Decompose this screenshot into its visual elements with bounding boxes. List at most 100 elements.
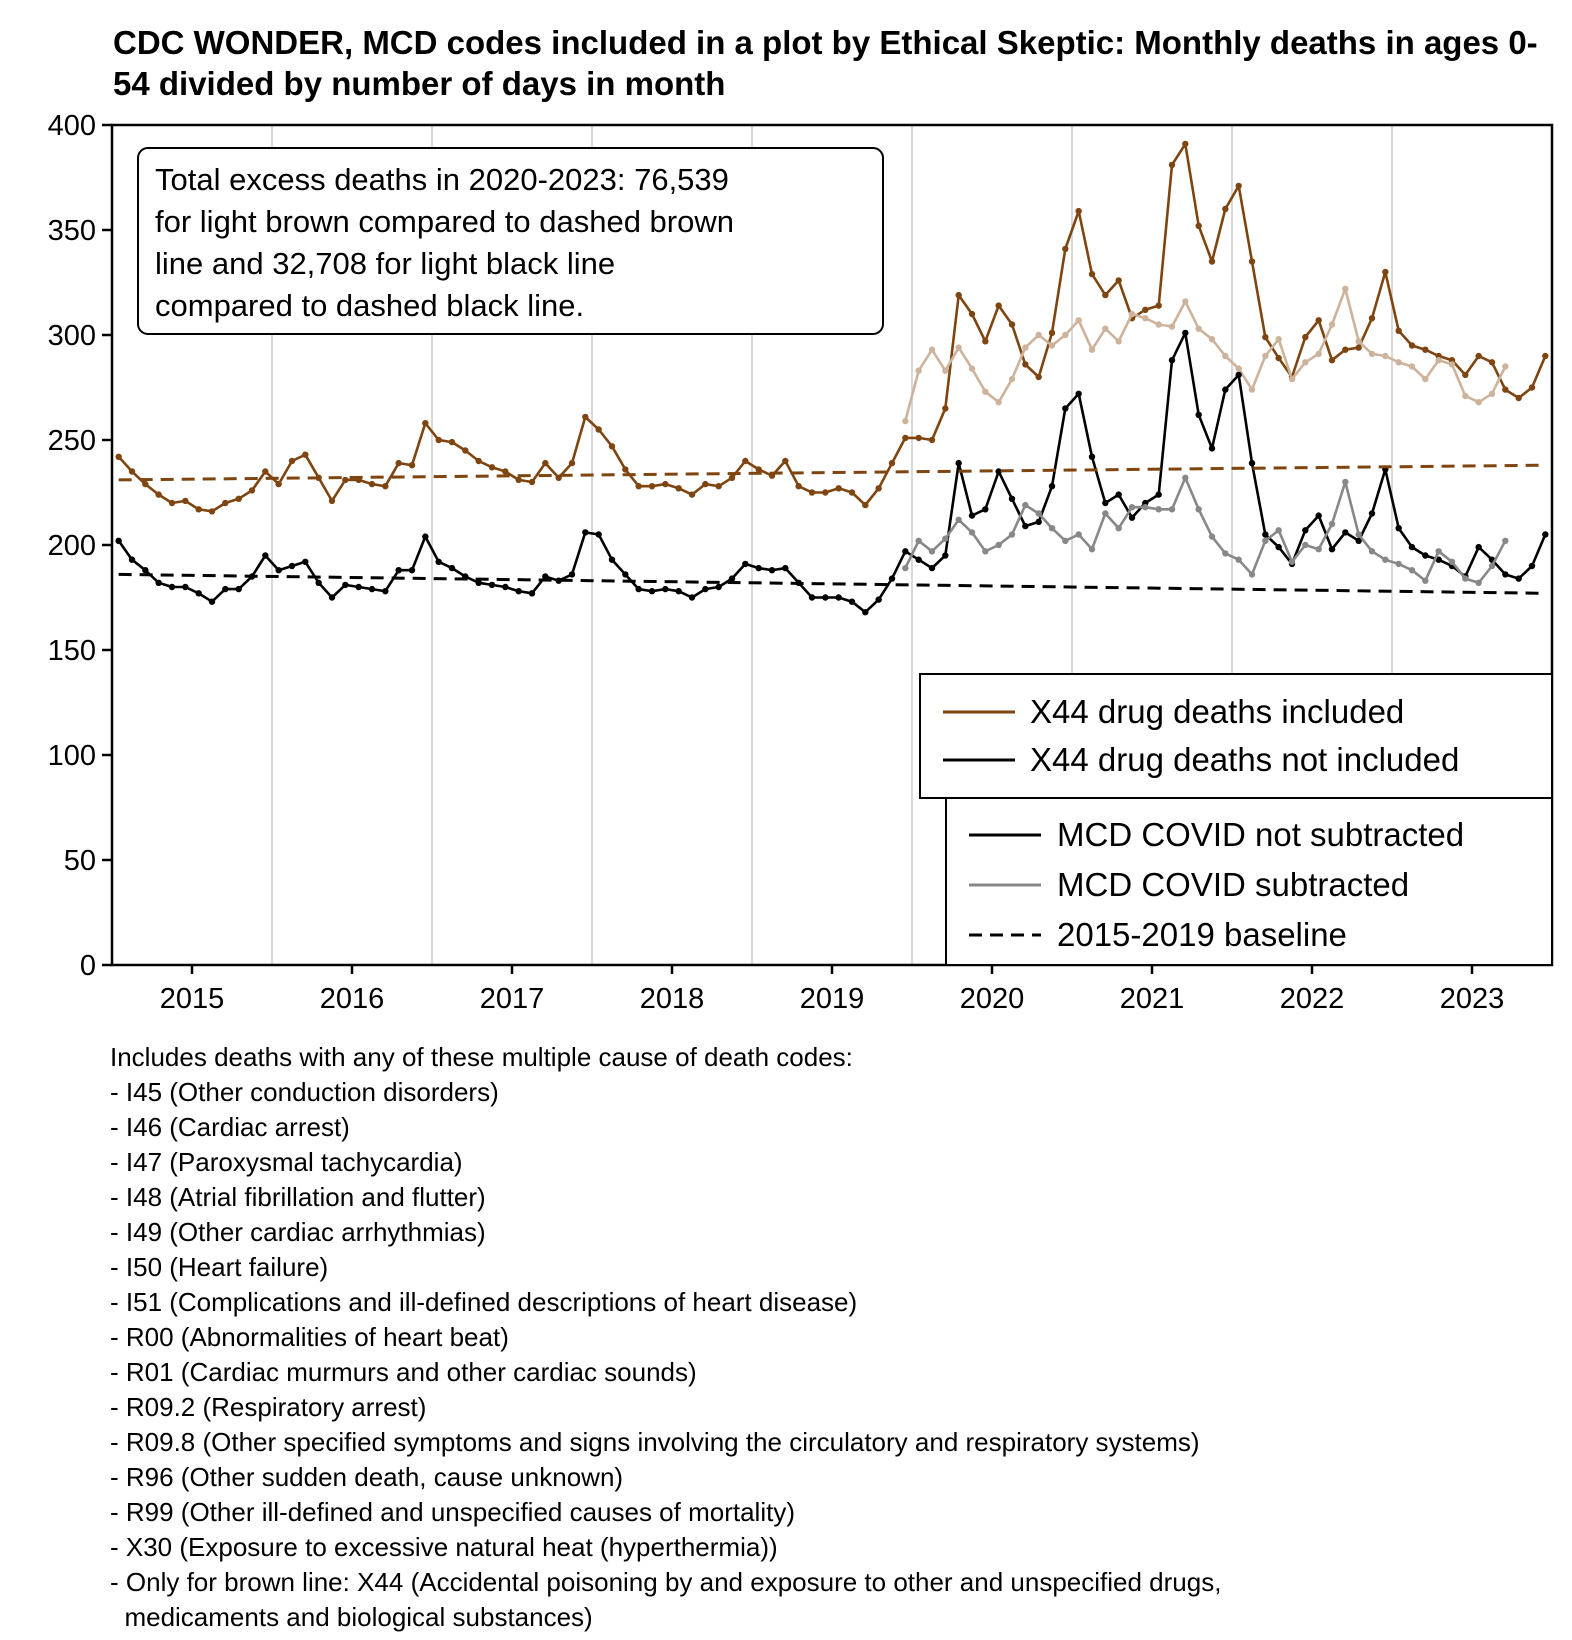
data-point [1395, 327, 1402, 334]
data-point [848, 489, 856, 496]
data-point [755, 466, 762, 473]
data-point [1168, 357, 1176, 364]
data-point [1128, 504, 1136, 511]
data-point [1342, 346, 1349, 353]
data-point [715, 583, 722, 591]
data-point [1342, 285, 1349, 292]
footnote-line: - R00 (Abnormalities of heart beat) [110, 1322, 509, 1352]
y-tick-label: 300 [48, 320, 96, 352]
annotation-line: Total excess deaths in 2020-2023: 76,539 [155, 162, 729, 197]
footnote-line: - I46 (Cardiac arrest) [110, 1112, 350, 1142]
data-point [995, 399, 1002, 406]
data-point [728, 474, 736, 481]
data-point [1182, 329, 1189, 337]
data-point [502, 468, 509, 475]
data-point [822, 594, 829, 601]
footnote-line: - R09.8 (Other specified symptoms and si… [110, 1427, 1200, 1457]
footnote-line: - R96 (Other sudden death, cause unknown… [110, 1462, 624, 1492]
legend-label: X44 drug deaths included [1030, 693, 1404, 730]
data-point [1088, 546, 1096, 553]
data-point [1328, 357, 1336, 364]
data-point [1182, 298, 1189, 305]
data-point [1155, 491, 1162, 498]
data-point [1035, 373, 1042, 381]
data-point [342, 581, 349, 589]
data-point [128, 556, 136, 563]
data-point [488, 581, 496, 589]
footnote-line: - I50 (Heart failure) [110, 1252, 329, 1282]
data-point [1195, 411, 1202, 418]
data-point [182, 497, 189, 505]
y-tick-label: 0 [80, 950, 96, 982]
data-point [862, 609, 869, 616]
data-point [995, 541, 1002, 549]
axis-layer: 0 50 100 150 200 250 300 350 400 2015 2016 2017 2018… [48, 110, 1505, 1015]
data-point [1115, 277, 1122, 284]
data-point [688, 491, 696, 498]
data-point [1075, 531, 1082, 538]
data-point [1208, 336, 1216, 343]
x-tick-label: 2017 [480, 983, 545, 1015]
data-point [728, 575, 736, 582]
y-tick-label: 400 [48, 110, 96, 142]
data-point [1195, 222, 1202, 229]
annotation-frame [137, 147, 884, 335]
data-point [1008, 321, 1016, 328]
data-point [302, 558, 309, 565]
data-point [902, 564, 909, 572]
data-point [1382, 352, 1389, 360]
baseline-line [118, 572, 1546, 595]
data-point [408, 462, 416, 469]
data-point [1408, 342, 1416, 349]
data-point [208, 508, 216, 515]
y-tick-label: 250 [48, 425, 96, 457]
data-point [955, 459, 962, 467]
data-point [942, 552, 949, 559]
data-point [1488, 390, 1496, 397]
data-point [222, 499, 229, 507]
data-point [1435, 556, 1442, 563]
x-tick-label: 2020 [960, 983, 1025, 1015]
data-point [142, 480, 149, 488]
data-point [968, 365, 976, 372]
data-point [1248, 386, 1256, 393]
data-point [1462, 575, 1469, 582]
data-point [1008, 495, 1016, 502]
data-point [1355, 537, 1362, 544]
y-tick-label: 100 [48, 740, 96, 772]
data-point [1435, 548, 1442, 555]
footnote-line: - I45 (Other conduction disorders) [110, 1077, 499, 1107]
data-point [1222, 386, 1229, 393]
data-point [1315, 512, 1322, 519]
data-point [1075, 207, 1082, 215]
data-point [1155, 321, 1162, 328]
legend-top-frame [919, 673, 1553, 799]
data-point [1488, 359, 1496, 366]
data-point [195, 590, 202, 597]
data-point [1395, 359, 1402, 366]
data-point [528, 478, 536, 486]
data-point [1262, 352, 1269, 360]
data-point [168, 499, 176, 507]
data-point [1302, 527, 1309, 534]
data-point [1542, 352, 1549, 360]
data-point [208, 598, 216, 605]
data-point [1075, 317, 1082, 324]
data-point [275, 567, 282, 574]
data-point [622, 466, 629, 473]
footnote-line: - R99 (Other ill-defined and unspecified… [110, 1497, 795, 1527]
data-point [648, 588, 656, 595]
data-point [395, 567, 402, 574]
data-point [622, 571, 629, 578]
data-point [608, 443, 616, 450]
footnote-line: - I49 (Other cardiac arrhythmias) [110, 1217, 486, 1247]
data-point [1248, 459, 1256, 467]
data-point [1288, 558, 1296, 565]
data-point [568, 459, 576, 467]
data-point [928, 346, 936, 353]
data-point [408, 567, 416, 574]
data-point [1475, 579, 1482, 586]
data-point [848, 598, 856, 605]
data-point [275, 480, 282, 488]
legend-label: MCD COVID subtracted [1057, 866, 1409, 903]
